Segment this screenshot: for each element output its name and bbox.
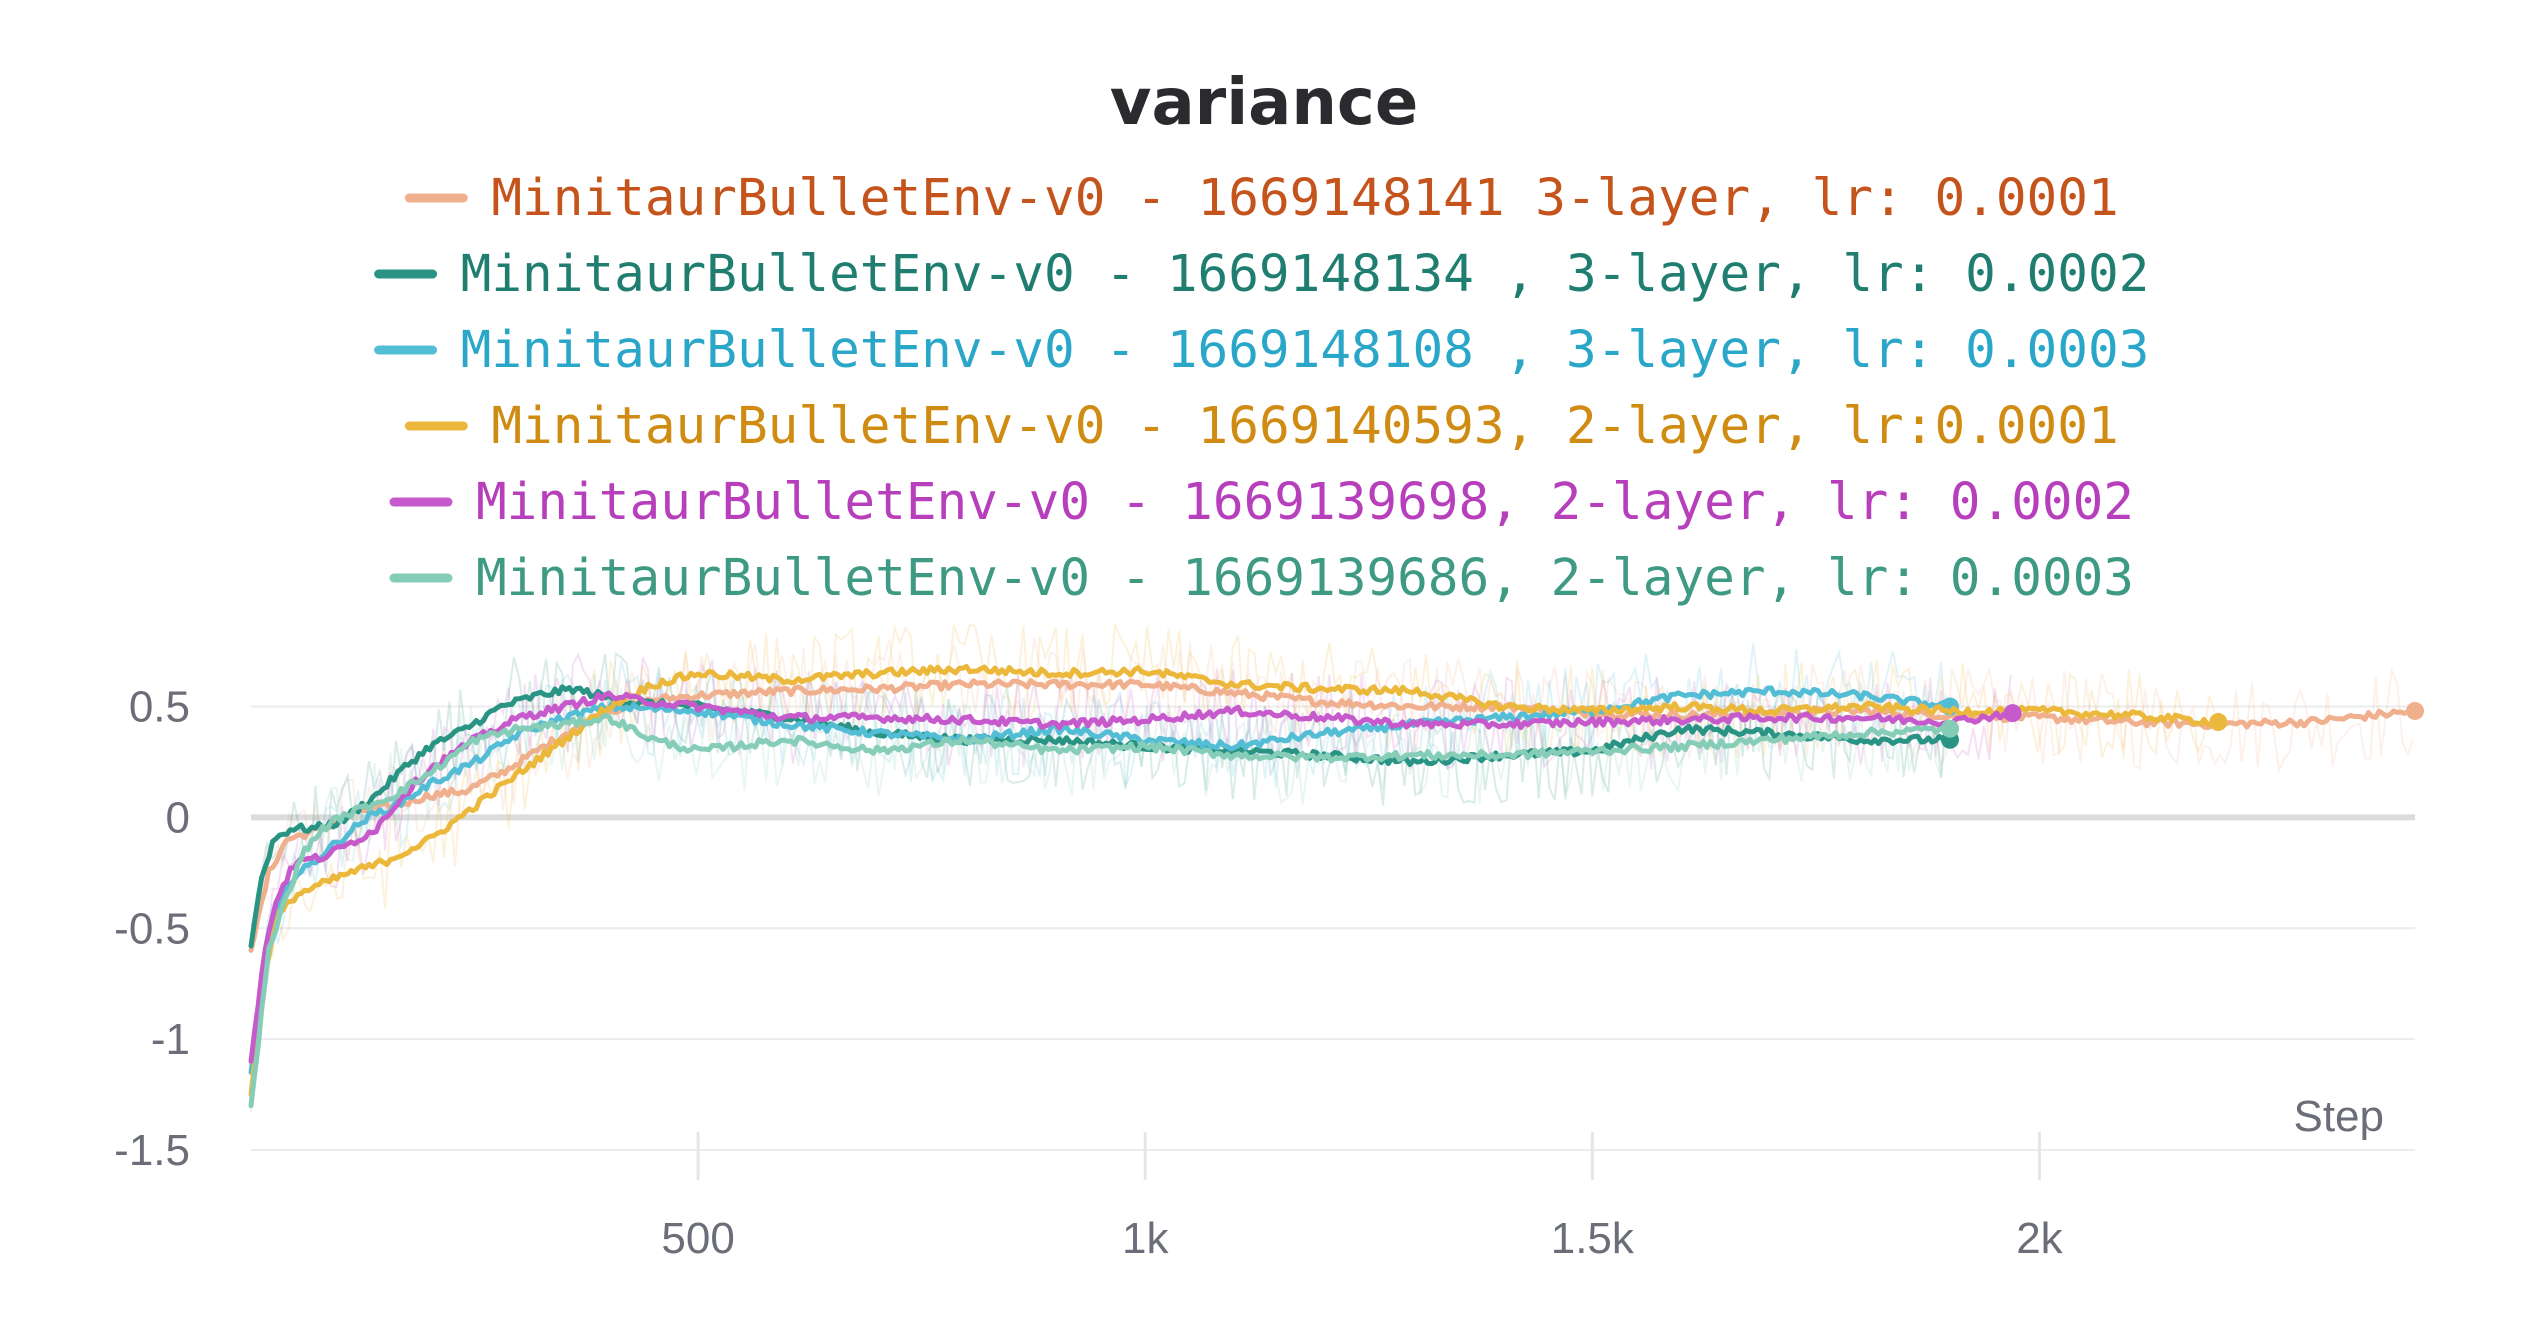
series-endpoint[interactable]: [1941, 719, 1960, 738]
series-line[interactable]: [248, 678, 2418, 953]
legend-item[interactable]: MinitaurBulletEnv-v0 - 1669140593, 2-lay…: [404, 397, 2119, 456]
y-axis: 0.5 0 -0.5 -1 -1.5: [114, 683, 190, 1175]
x-tick-label: 500: [661, 1214, 734, 1263]
legend-label: MinitaurBulletEnv-v0 - 1669139686, 2-lay…: [476, 549, 2134, 608]
x-axis-label: Step: [2293, 1092, 2384, 1141]
series-line[interactable]: [248, 685, 1953, 1075]
smoothed-lines: [248, 664, 2424, 1109]
x-axis: 500 1k 1.5k 2k: [661, 1132, 2064, 1263]
series-line[interactable]: [248, 712, 1953, 1109]
legend-label: MinitaurBulletEnv-v0 - 1669140593, 2-lay…: [491, 397, 2118, 456]
legend[interactable]: MinitaurBulletEnv-v0 - 1669148141 3-laye…: [374, 169, 2150, 608]
y-tick-label: 0: [166, 793, 190, 842]
series-endpoint[interactable]: [2003, 704, 2022, 723]
series-line[interactable]: [248, 690, 2014, 1064]
x-tick-label: 2k: [2016, 1214, 2063, 1263]
x-tick-label: 1k: [1122, 1214, 1169, 1263]
raw-trace: [251, 638, 2415, 942]
legend-item[interactable]: MinitaurBulletEnv-v0 - 1669148108 , 3-la…: [374, 321, 2150, 380]
y-tick-label: -0.5: [114, 904, 190, 953]
grid-lines: [251, 705, 2415, 1151]
legend-item[interactable]: MinitaurBulletEnv-v0 - 1669139698, 2-lay…: [389, 473, 2134, 532]
plot-area[interactable]: [248, 623, 2424, 1112]
legend-item[interactable]: MinitaurBulletEnv-v0 - 1669139686, 2-lay…: [389, 549, 2134, 608]
series-endpoint[interactable]: [2209, 713, 2228, 732]
y-tick-label: -1.5: [114, 1126, 190, 1175]
legend-item[interactable]: MinitaurBulletEnv-v0 - 1669148141 3-laye…: [404, 169, 2119, 228]
chart-title: variance: [1110, 66, 1419, 140]
legend-label: MinitaurBulletEnv-v0 - 1669148134 , 3-la…: [461, 245, 2150, 304]
series-endpoint[interactable]: [2406, 701, 2424, 720]
raw-trace: [250, 643, 1948, 1055]
legend-label: MinitaurBulletEnv-v0 - 1669148141 3-laye…: [491, 169, 2118, 228]
x-tick-label: 1.5k: [1551, 1214, 1635, 1263]
y-tick-label: 0.5: [129, 683, 190, 732]
legend-label: MinitaurBulletEnv-v0 - 1669148108 , 3-la…: [461, 321, 2150, 380]
y-tick-label: -1: [151, 1015, 190, 1064]
legend-label: MinitaurBulletEnv-v0 - 1669139698, 2-lay…: [476, 473, 2134, 532]
legend-item[interactable]: MinitaurBulletEnv-v0 - 1669148134 , 3-la…: [374, 245, 2150, 304]
series-line[interactable]: [248, 664, 2221, 1098]
